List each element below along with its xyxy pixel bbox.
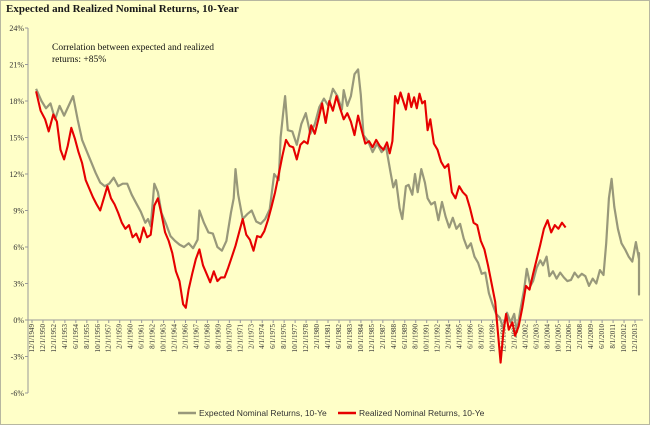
x-tick-label: 10/1/1991 (423, 324, 431, 353)
x-tick-label: 8/1/1962 (149, 324, 157, 349)
x-tick-label: 6/1/1989 (401, 324, 409, 349)
x-tick-label: 10/1/1998 (488, 324, 496, 353)
chart-title: Expected and Realized Nominal Returns, 1… (6, 3, 239, 15)
x-tick-label: 12/1/1957 (105, 324, 113, 353)
x-tick-label: 10/1/2012 (620, 324, 628, 353)
x-tick-label: 2/1/1987 (379, 324, 387, 349)
y-tick-label: 9% (13, 207, 24, 216)
x-tick-label: 4/1/1974 (258, 324, 266, 349)
x-tick-label: 12/1/1950 (39, 324, 47, 353)
x-tick-label: 4/1/2009 (587, 324, 595, 349)
annotation-line-1: Correlation between expected and realize… (52, 43, 214, 53)
y-tick-label: 12% (9, 170, 24, 179)
x-tick-label: 10/1/1970 (225, 324, 233, 353)
series-expected-line (35, 68, 641, 334)
x-tick-label: 12/1/1985 (368, 324, 376, 353)
x-tick-label: 6/1/1996 (467, 324, 475, 349)
x-tick-label: 12/1/1964 (171, 324, 179, 353)
x-axis-ticks: 12/1/1949 12/1/1950 12/1/1952 4/1/1953 6/1/1… (28, 320, 639, 352)
x-tick-label: 12/1/2013 (631, 324, 639, 353)
x-tick-label: 8/1/2004 (543, 324, 551, 349)
x-tick-label: 2/1/1980 (313, 324, 321, 349)
x-tick-label: 8/1/1969 (214, 324, 222, 349)
x-tick-label: 4/1/1953 (61, 324, 69, 349)
x-tick-label: 2/1/1959 (116, 324, 124, 349)
y-tick-label: 15% (9, 134, 24, 143)
y-tick-label: 3% (13, 280, 24, 289)
x-tick-label: 12/1/1971 (236, 324, 244, 353)
x-tick-label: 8/1/1976 (280, 324, 288, 349)
x-tick-label: 6/1/2003 (532, 324, 540, 349)
y-tick-label: 6% (13, 243, 24, 252)
x-tick-label: 6/1/1954 (72, 324, 80, 349)
x-tick-label: 12/1/1952 (50, 324, 58, 353)
x-tick-label: 4/1/1988 (390, 324, 398, 349)
x-tick-label: 4/1/1960 (127, 324, 135, 349)
x-tick-label: 4/1/1995 (456, 324, 464, 349)
x-tick-label: 6/1/1982 (335, 324, 343, 349)
y-tick-label: 24% (9, 24, 24, 33)
x-tick-label: 2/1/1994 (445, 324, 453, 349)
y-tick-label: 0% (13, 316, 24, 325)
x-tick-label: 4/1/1981 (324, 324, 332, 349)
x-tick-label: 4/1/2002 (521, 324, 529, 349)
x-tick-label: 10/1/1963 (160, 324, 168, 353)
y-axis-ticks: -6% -3% 0% 3% 6% 9% 12% 15% 18% 21% 24% (9, 24, 28, 398)
x-tick-label: 10/1/1984 (357, 324, 365, 353)
x-tick-label: 8/1/1955 (83, 324, 91, 349)
legend-label-realized: Realized Nominal Returns, 10-Ye (359, 408, 485, 418)
y-tick-label: -6% (11, 389, 25, 398)
x-tick-label: 8/1/1997 (478, 324, 486, 349)
series-lines (35, 68, 641, 364)
series-realized-line (35, 91, 567, 364)
y-tick-label: 18% (9, 97, 24, 106)
x-tick-label: 6/1/1975 (269, 324, 277, 349)
x-tick-label: 10/1/1956 (94, 324, 102, 353)
y-tick-label: -3% (11, 353, 25, 362)
x-tick-label: 8/1/1983 (346, 324, 354, 349)
x-tick-label: 12/1/1992 (434, 324, 442, 353)
x-tick-label: 2/1/1966 (181, 324, 189, 349)
x-tick-label: 10/1/2005 (554, 324, 562, 353)
annotation-line-2: returns: +85% (52, 55, 106, 65)
legend: Expected Nominal Returns, 10-Ye Realized… (178, 408, 485, 418)
x-tick-label: 8/1/1990 (412, 324, 420, 349)
y-tick-label: 21% (9, 61, 24, 70)
x-tick-label: 2/1/1973 (247, 324, 255, 349)
legend-label-expected: Expected Nominal Returns, 10-Ye (199, 408, 327, 418)
x-tick-label: 2/1/2008 (576, 324, 584, 349)
x-tick-label: 10/1/1977 (291, 324, 299, 353)
x-tick-label: 6/1/2010 (598, 324, 606, 349)
x-tick-label: 12/1/1978 (302, 324, 310, 353)
x-tick-label: 12/1/1949 (28, 324, 36, 353)
x-tick-label: 6/1/1968 (203, 324, 211, 349)
x-tick-label: 12/1/2006 (565, 324, 573, 353)
x-tick-label: 4/1/1967 (192, 324, 200, 349)
correlation-annotation: Correlation between expected and realize… (52, 43, 214, 65)
x-tick-label: 8/1/2011 (609, 324, 617, 349)
x-tick-label: 6/1/1961 (138, 324, 146, 349)
